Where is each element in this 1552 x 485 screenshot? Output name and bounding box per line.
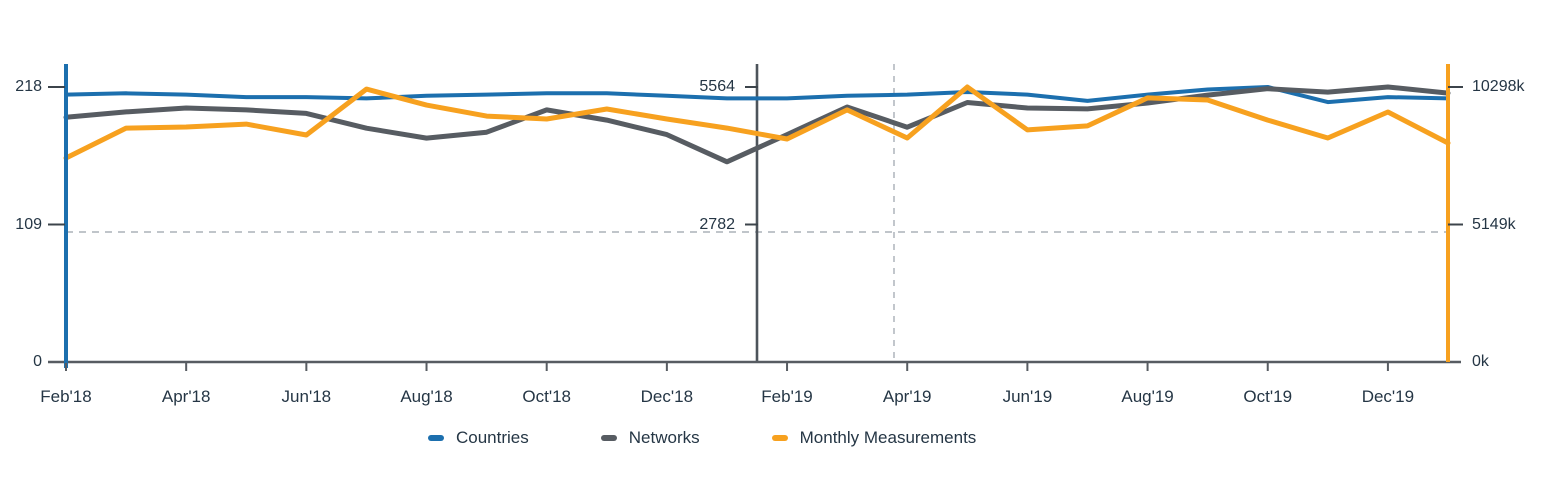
right-axis-label: 10298k bbox=[1472, 78, 1525, 95]
legend-item-networks[interactable]: Networks bbox=[600, 428, 700, 448]
right-axis-label: 5149k bbox=[1472, 215, 1516, 233]
legend-label-countries: Countries bbox=[456, 428, 529, 447]
legend-label-monthly-measurements: Monthly Measurements bbox=[799, 428, 977, 447]
legend-swatch-countries-icon bbox=[428, 435, 444, 441]
x-tick-label: Apr'18 bbox=[161, 387, 211, 406]
left-axis-label: 109 bbox=[15, 215, 42, 233]
x-tick-label: Oct'18 bbox=[522, 387, 571, 406]
middle-axis-label: 2782 bbox=[699, 215, 735, 233]
x-tick-label: Apr'19 bbox=[882, 387, 932, 406]
left-axis-label: 0 bbox=[33, 353, 42, 370]
middle-axis-label: 5564 bbox=[699, 78, 735, 95]
left-axis-label: 218 bbox=[15, 78, 42, 95]
series-line-monthly-measurements bbox=[63, 84, 1451, 161]
x-tick-label: Dec'19 bbox=[1361, 387, 1415, 406]
right-axis-label: 0k bbox=[1472, 353, 1489, 370]
legend-item-monthly-measurements[interactable]: Monthly Measurements bbox=[771, 428, 977, 448]
x-tick-label: Feb'18 bbox=[40, 387, 92, 406]
legend-item-countries[interactable]: Countries bbox=[428, 428, 529, 448]
x-tick-label: Jun'18 bbox=[281, 387, 332, 406]
x-tick-label: Aug'18 bbox=[400, 387, 453, 406]
legend: Countries Networks Monthly Measurements bbox=[428, 428, 976, 448]
x-tick-label: Oct'19 bbox=[1243, 387, 1293, 406]
x-tick-label: Aug'19 bbox=[1121, 387, 1174, 406]
legend-swatch-monthly-measurements-icon bbox=[771, 435, 788, 441]
series-line-networks bbox=[63, 84, 1451, 165]
x-tick-label: Feb'19 bbox=[761, 387, 813, 406]
legend-swatch-networks-icon bbox=[600, 435, 617, 441]
series-line-countries bbox=[64, 85, 1450, 105]
legend-label-networks: Networks bbox=[628, 428, 700, 447]
x-tick-label: Dec'18 bbox=[640, 387, 694, 406]
x-tick-label: Jun'19 bbox=[1002, 387, 1053, 406]
